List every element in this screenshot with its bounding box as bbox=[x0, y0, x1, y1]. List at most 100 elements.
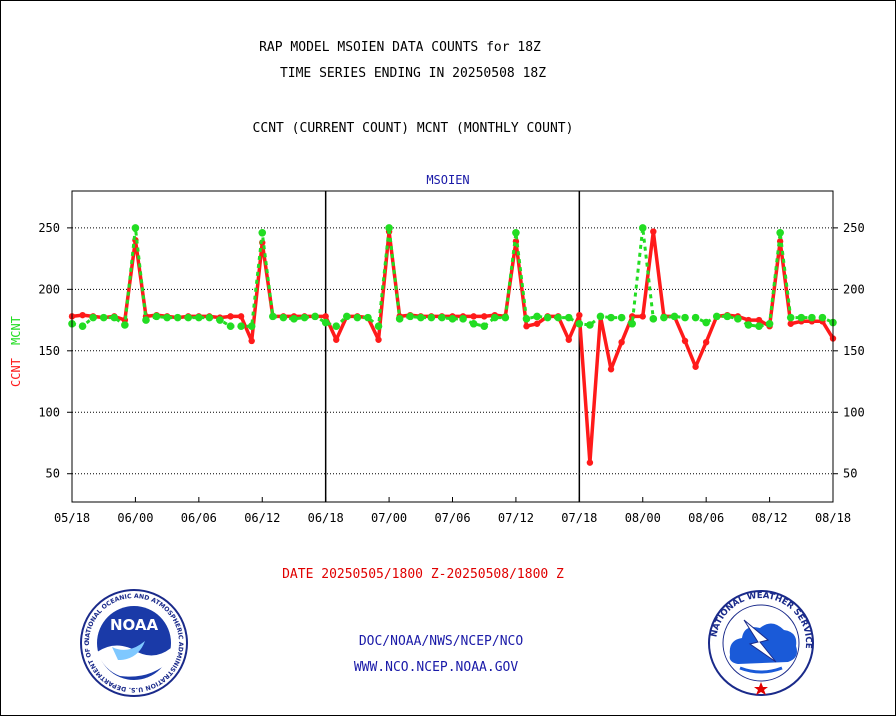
data-point-mcnt-6 bbox=[131, 224, 140, 232]
data-point-mcnt-16 bbox=[237, 322, 245, 331]
data-point-mcnt-45 bbox=[543, 313, 552, 322]
data-point-ccnt-24 bbox=[322, 313, 329, 320]
y-tick-label-left-200: 200 bbox=[38, 282, 60, 296]
data-point-ccnt-52 bbox=[618, 338, 625, 346]
data-point-ccnt-43 bbox=[523, 323, 530, 330]
data-point-mcnt-31 bbox=[395, 315, 404, 323]
data-point-ccnt-55 bbox=[650, 228, 657, 235]
data-point-mcnt-54 bbox=[638, 224, 647, 232]
x-tick-label-8: 07/18 bbox=[561, 511, 597, 525]
x-tick-label-5: 07/00 bbox=[371, 511, 407, 525]
data-point-mcnt-22 bbox=[300, 313, 309, 322]
data-point-mcnt-42 bbox=[512, 228, 520, 237]
website-label: WWW.NCO.NCEP.NOAA.GOV bbox=[354, 660, 519, 675]
data-point-mcnt-14 bbox=[216, 316, 224, 324]
data-point-ccnt-38 bbox=[470, 313, 477, 320]
chart-title-line2: TIME SERIES ENDING IN 20250508 18Z bbox=[280, 66, 546, 81]
x-tick-labels: 05/18 06/00 06/06 06/12 06/18 07/00 07/06 07/12… bbox=[54, 511, 851, 525]
y-tick-label-right-200: 200 bbox=[843, 282, 865, 296]
data-point-mcnt-65 bbox=[755, 322, 763, 331]
plot-border bbox=[71, 190, 834, 503]
data-point-mcnt-11 bbox=[184, 313, 193, 322]
data-point-mcnt-3 bbox=[99, 313, 108, 322]
x-tick-label-2: 06/06 bbox=[181, 511, 217, 525]
data-point-mcnt-57 bbox=[670, 312, 679, 321]
data-point-mcnt-61 bbox=[712, 312, 721, 321]
data-point-ccnt-65 bbox=[755, 316, 763, 324]
x-tick-label-6: 07/06 bbox=[434, 511, 470, 525]
y-tick-labels-left: 50 100 150 200 250 bbox=[38, 221, 60, 481]
y-tick-label-left-250: 250 bbox=[38, 221, 60, 235]
data-point-ccnt-60 bbox=[702, 338, 710, 346]
data-point-mcnt-15 bbox=[226, 322, 235, 331]
data-point-mcnt-53 bbox=[628, 319, 636, 328]
data-point-ccnt-68 bbox=[787, 320, 794, 327]
data-point-mcnt-66 bbox=[765, 319, 774, 328]
y-tick-label-right-50: 50 bbox=[843, 467, 857, 481]
data-point-mcnt-5 bbox=[121, 321, 129, 329]
data-point-mcnt-26 bbox=[343, 312, 351, 321]
y-axis-label-ccnt: CCNT bbox=[9, 358, 23, 387]
data-point-mcnt-13 bbox=[205, 313, 214, 322]
data-point-ccnt-48 bbox=[576, 311, 583, 319]
series-mcnt bbox=[68, 224, 837, 331]
data-point-mcnt-60 bbox=[702, 318, 710, 327]
data-point-mcnt-67 bbox=[776, 228, 784, 237]
data-point-ccnt-51 bbox=[607, 366, 615, 373]
data-point-mcnt-55 bbox=[649, 315, 658, 323]
series-ccnt bbox=[68, 228, 837, 466]
x-tick-label-0: 05/18 bbox=[54, 511, 90, 525]
y-tick-label-left-150: 150 bbox=[38, 344, 60, 358]
data-point-mcnt-19 bbox=[269, 312, 277, 321]
data-point-ccnt-25 bbox=[333, 336, 340, 343]
data-point-mcnt-32 bbox=[406, 312, 415, 321]
data-point-ccnt-49 bbox=[586, 459, 594, 466]
data-point-ccnt-16 bbox=[237, 313, 245, 320]
x-tick-label-1: 06/00 bbox=[117, 511, 153, 525]
data-point-mcnt-69 bbox=[797, 313, 806, 322]
data-point-mcnt-24 bbox=[321, 318, 330, 327]
data-point-mcnt-43 bbox=[522, 315, 531, 323]
data-point-mcnt-29 bbox=[374, 322, 383, 331]
data-point-mcnt-21 bbox=[290, 315, 298, 323]
data-point-mcnt-30 bbox=[385, 224, 393, 232]
series-line-ccnt bbox=[71, 229, 835, 465]
data-point-ccnt-47 bbox=[565, 336, 572, 343]
data-point-mcnt-1 bbox=[78, 322, 87, 331]
y-tick-label-right-150: 150 bbox=[843, 344, 865, 358]
chart-title-line1: RAP MODEL MSOIEN DATA COUNTS for 18Z bbox=[259, 40, 541, 55]
x-tick-label-9: 08/00 bbox=[625, 511, 661, 525]
data-point-mcnt-37 bbox=[459, 315, 467, 323]
data-point-mcnt-41 bbox=[501, 313, 510, 322]
series-layer bbox=[68, 224, 837, 466]
day-dividers bbox=[324, 191, 581, 502]
data-point-mcnt-56 bbox=[660, 313, 668, 322]
y-tick-label-left-50: 50 bbox=[46, 467, 60, 481]
x-tick-marks bbox=[71, 497, 834, 502]
data-point-ccnt-58 bbox=[681, 337, 689, 345]
data-point-ccnt-17 bbox=[248, 337, 255, 345]
grid-lines bbox=[67, 227, 838, 475]
noaa-ring-text: NATIONAL OCEANIC AND ATMOSPHERIC ADMINIS… bbox=[0, 0, 184, 693]
data-point-mcnt-12 bbox=[195, 313, 203, 322]
data-point-mcnt-71 bbox=[818, 313, 827, 322]
data-point-ccnt-15 bbox=[227, 313, 234, 320]
data-point-mcnt-2 bbox=[89, 313, 97, 322]
data-point-mcnt-46 bbox=[554, 313, 562, 322]
data-point-mcnt-50 bbox=[596, 312, 605, 321]
data-point-ccnt-29 bbox=[375, 336, 382, 343]
data-point-mcnt-20 bbox=[279, 313, 288, 322]
data-point-mcnt-52 bbox=[617, 313, 626, 322]
data-point-mcnt-28 bbox=[364, 313, 372, 322]
data-point-mcnt-62 bbox=[723, 312, 732, 321]
data-point-mcnt-36 bbox=[448, 315, 457, 323]
x-tick-label-4: 06/18 bbox=[308, 511, 344, 525]
data-point-mcnt-35 bbox=[438, 313, 446, 322]
data-point-mcnt-63 bbox=[734, 315, 742, 323]
x-tick-label-10: 08/06 bbox=[688, 511, 724, 525]
data-point-mcnt-39 bbox=[480, 322, 489, 331]
data-point-mcnt-49 bbox=[586, 321, 594, 329]
data-point-mcnt-38 bbox=[469, 319, 478, 328]
data-point-mcnt-4 bbox=[110, 313, 119, 322]
y-tick-label-right-100: 100 bbox=[843, 405, 865, 419]
